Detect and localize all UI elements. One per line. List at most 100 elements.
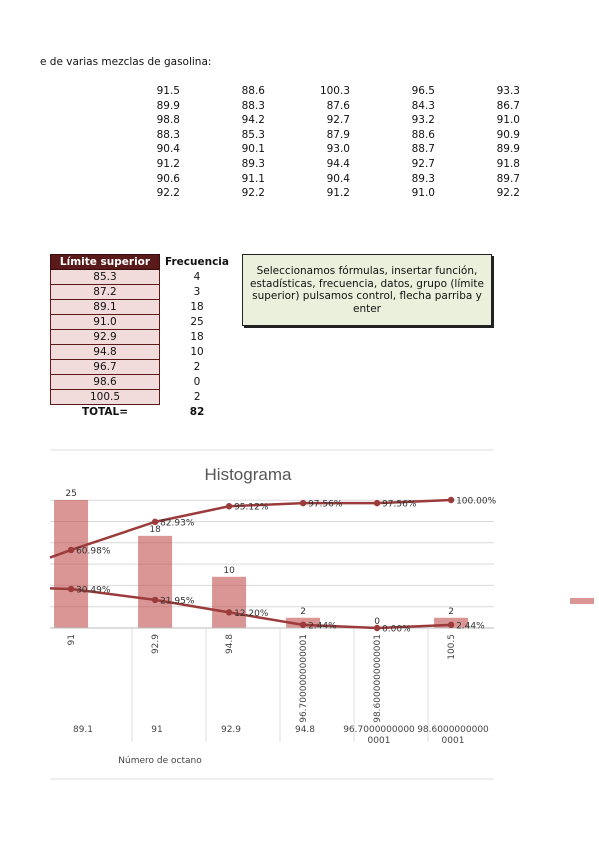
total-label: TOTAL= bbox=[81, 406, 129, 418]
bar-label: 0 bbox=[374, 617, 380, 627]
line-point-label: 97.56% bbox=[382, 500, 417, 510]
x-tick-label: 91 bbox=[67, 634, 77, 645]
data-cell: 85.3 bbox=[241, 128, 265, 141]
data-cell: 94.4 bbox=[326, 157, 350, 170]
data-cell: 90.9 bbox=[496, 128, 520, 141]
freq-limit-cell: 94.8 bbox=[50, 344, 160, 360]
data-cell: 89.9 bbox=[496, 143, 520, 156]
line-point bbox=[299, 621, 307, 629]
line-point bbox=[225, 503, 233, 510]
data-cell: 100.3 bbox=[319, 85, 350, 97]
freq-row: 92.9 18 bbox=[50, 329, 235, 345]
data-row: 98.8 94.2 92.7 93.2 91.0 bbox=[95, 113, 520, 128]
data-cell: 84.3 bbox=[411, 99, 435, 112]
instruction-note-text: Seleccionamos fórmulas, insertar función… bbox=[249, 265, 484, 315]
freq-row: 98.6 0 bbox=[50, 374, 235, 390]
freq-count-cell: 2 bbox=[193, 361, 201, 373]
x-secondary-tick-label: 94.8 bbox=[295, 725, 315, 735]
histogram-chart[interactable]: Histograma 25 18 10 2 0 2 91 92.9 94.8 96.70000000… bbox=[0, 440, 599, 790]
data-row: 91.2 89.3 94.4 92.7 91.8 bbox=[95, 157, 520, 172]
freq-limit-cell: 89.1 bbox=[50, 299, 160, 315]
x-tick-label: 96.7000000000001 bbox=[299, 634, 309, 723]
x-axis-label: Número de octano bbox=[118, 756, 202, 766]
data-cell: 88.3 bbox=[156, 128, 180, 141]
data-row: 92.2 92.2 91.2 91.0 92.2 bbox=[95, 186, 520, 201]
freq-count-cell: 3 bbox=[193, 286, 201, 298]
freq-row: 87.2 3 bbox=[50, 284, 235, 300]
data-cell: 89.3 bbox=[241, 157, 265, 170]
x-secondary-tick-label: 96.7000000000 bbox=[343, 725, 415, 735]
freq-limit-cell: 92.9 bbox=[50, 329, 160, 345]
bar-label: 25 bbox=[65, 489, 76, 499]
frequency-table: Límite superior Frecuencia 85.3 4 87.2 3 89.… bbox=[50, 254, 235, 419]
line-point bbox=[151, 518, 159, 526]
x-secondary-tick-label: 91 bbox=[151, 725, 162, 735]
line-point bbox=[373, 624, 381, 632]
line-point-label: 30.49% bbox=[76, 585, 111, 595]
data-cell: 92.2 bbox=[241, 187, 265, 200]
data-cell: 93.2 bbox=[411, 114, 435, 127]
bar-label: 10 bbox=[223, 566, 235, 576]
chart-title: Histograma bbox=[205, 465, 292, 484]
freq-row: 91.0 25 bbox=[50, 314, 235, 330]
x-tick-label: 98.6000000000001 bbox=[373, 634, 383, 723]
freq-limit-cell: 100.5 bbox=[50, 389, 160, 405]
data-cell: 90.4 bbox=[156, 143, 180, 156]
data-cell: 91.8 bbox=[496, 157, 520, 170]
data-cell: 96.5 bbox=[411, 85, 435, 97]
data-cell: 91.0 bbox=[496, 114, 520, 127]
freq-count-cell: 18 bbox=[190, 331, 204, 343]
data-row: 91.5 88.6 100.3 96.5 93.3 bbox=[95, 84, 520, 99]
freq-limit-cell: 87.2 bbox=[50, 284, 160, 300]
line-point bbox=[299, 499, 307, 507]
line-point bbox=[225, 609, 233, 616]
freq-row: 89.1 18 bbox=[50, 299, 235, 315]
freq-count-cell: 0 bbox=[193, 376, 201, 388]
data-cell: 91.2 bbox=[156, 157, 180, 170]
bar-label: 2 bbox=[300, 607, 306, 617]
raw-data-grid: 91.5 88.6 100.3 96.5 93.3 89.9 88.3 87.6 84.3 86.… bbox=[95, 84, 520, 201]
data-cell: 92.2 bbox=[156, 187, 180, 200]
line-point bbox=[67, 546, 75, 554]
data-cell: 93.0 bbox=[326, 143, 350, 156]
data-row: 89.9 88.3 87.6 84.3 86.7 bbox=[95, 99, 520, 114]
line-point bbox=[67, 585, 75, 593]
bar bbox=[212, 576, 247, 628]
x-secondary-tick-label: 89.1 bbox=[73, 725, 93, 735]
line-point bbox=[373, 499, 381, 507]
data-cell: 92.7 bbox=[326, 114, 350, 127]
freq-total-row: TOTAL= 82 bbox=[51, 405, 235, 420]
freq-count-cell: 2 bbox=[193, 391, 201, 403]
data-cell: 90.4 bbox=[326, 172, 350, 185]
data-cell: 90.1 bbox=[241, 143, 265, 156]
legend-marker bbox=[570, 598, 594, 604]
data-cell: 87.6 bbox=[326, 99, 350, 112]
line-point-label: 82.93% bbox=[160, 518, 195, 528]
data-row: 90.6 91.1 90.4 89.3 89.7 bbox=[95, 172, 520, 187]
data-cell: 88.3 bbox=[241, 99, 265, 112]
bar-label: 18 bbox=[149, 525, 161, 535]
data-cell: 89.9 bbox=[156, 99, 180, 112]
line-point-label: 12.20% bbox=[234, 609, 269, 619]
freq-row: 85.3 4 bbox=[50, 269, 235, 285]
x-secondary-tick-label: 0001 bbox=[368, 736, 391, 746]
data-cell: 91.0 bbox=[411, 187, 435, 200]
data-cell: 91.5 bbox=[156, 85, 180, 97]
data-cell: 91.1 bbox=[241, 172, 265, 185]
data-row: 90.4 90.1 93.0 88.7 89.9 bbox=[95, 142, 520, 157]
freq-row: 96.7 2 bbox=[50, 359, 235, 375]
line-point-label: 2.44% bbox=[308, 621, 337, 631]
freq-count-cell: 4 bbox=[193, 271, 201, 283]
bar-label: 2 bbox=[448, 607, 454, 617]
freq-row: 94.8 10 bbox=[50, 344, 235, 360]
freq-count-cell: 18 bbox=[190, 301, 204, 313]
freq-row: 100.5 2 bbox=[50, 389, 235, 405]
data-cell: 92.7 bbox=[411, 157, 435, 170]
line-point-label: 2.44% bbox=[456, 621, 485, 631]
data-cell: 90.6 bbox=[156, 172, 180, 185]
data-cell: 89.7 bbox=[496, 172, 520, 185]
freq-count-cell: 10 bbox=[190, 346, 204, 358]
total-value: 82 bbox=[189, 405, 205, 418]
freq-limit-cell: 98.6 bbox=[50, 374, 160, 390]
bar bbox=[54, 500, 89, 628]
